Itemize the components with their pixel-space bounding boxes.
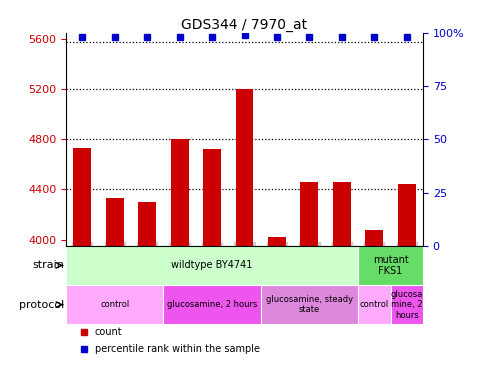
Bar xyxy=(138,202,156,366)
Bar xyxy=(163,285,260,324)
Bar xyxy=(267,237,285,366)
Bar xyxy=(365,229,383,366)
Text: count: count xyxy=(94,327,122,337)
Bar xyxy=(66,285,163,324)
Text: mutant
FKS1: mutant FKS1 xyxy=(372,255,407,276)
Text: glucosamine, steady
state: glucosamine, steady state xyxy=(265,295,352,314)
Text: control: control xyxy=(100,300,129,309)
Bar xyxy=(260,285,357,324)
Text: control: control xyxy=(359,300,388,309)
Bar xyxy=(332,182,350,366)
Title: GDS344 / 7970_at: GDS344 / 7970_at xyxy=(181,18,307,32)
Bar xyxy=(203,149,221,366)
Bar xyxy=(397,184,415,366)
Text: glucosamine, 2 hours: glucosamine, 2 hours xyxy=(166,300,257,309)
Bar xyxy=(105,198,123,366)
Text: percentile rank within the sample: percentile rank within the sample xyxy=(94,344,259,354)
Text: protocol: protocol xyxy=(19,300,64,310)
Bar xyxy=(73,148,91,366)
Bar xyxy=(170,139,188,366)
Bar xyxy=(390,285,422,324)
Bar xyxy=(300,182,318,366)
Text: glucosa
mine, 2
hours: glucosa mine, 2 hours xyxy=(390,290,422,320)
Bar xyxy=(66,246,357,285)
Bar xyxy=(235,89,253,366)
Text: strain: strain xyxy=(32,260,64,270)
Bar xyxy=(357,285,390,324)
Bar xyxy=(357,246,422,285)
Text: wildtype BY4741: wildtype BY4741 xyxy=(171,260,252,270)
